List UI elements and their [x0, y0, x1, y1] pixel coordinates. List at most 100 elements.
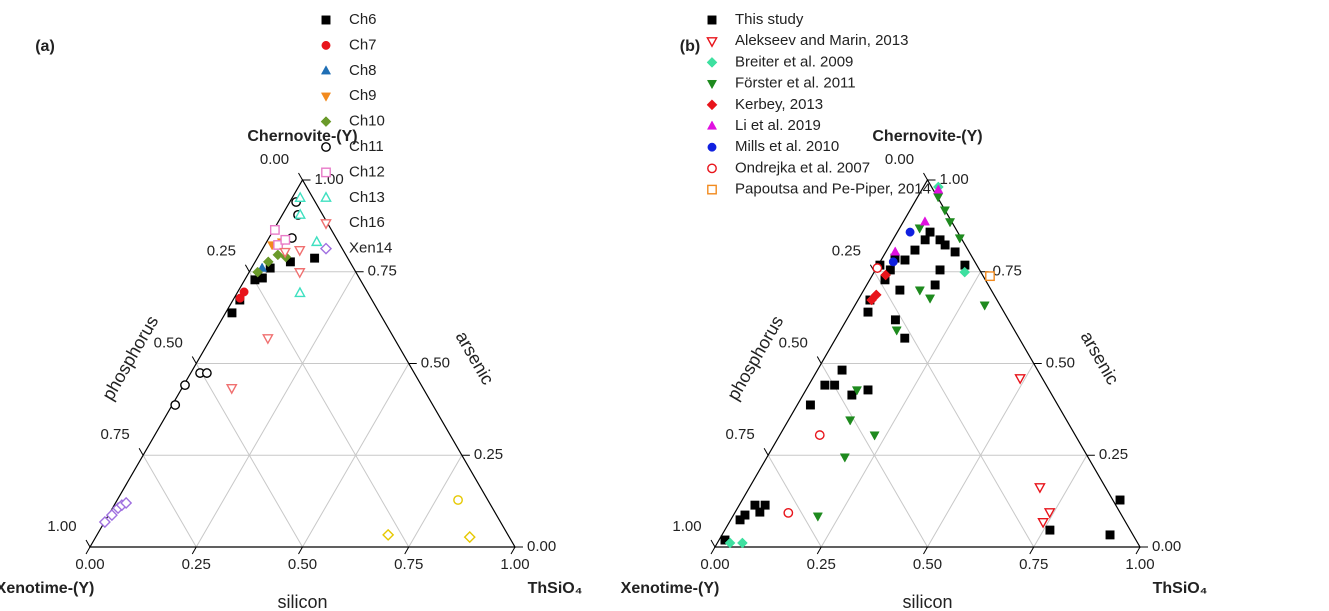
left-tick-label: 0.00: [885, 151, 914, 168]
marker: [735, 515, 745, 525]
legend-label: Kerbey, 2013: [735, 96, 823, 113]
marker: [985, 271, 995, 282]
marker: [885, 265, 895, 275]
marker: [225, 384, 238, 395]
grid-line: [195, 271, 357, 548]
legend-label: Ch16: [349, 214, 385, 231]
marker: [1115, 495, 1125, 505]
grid-line: [1033, 454, 1088, 548]
marker: [272, 249, 284, 261]
legend-label: Alekseev and Marin, 2013: [735, 32, 908, 49]
marker: [959, 266, 971, 278]
marker: [1014, 374, 1026, 385]
legend-label: Xen14: [349, 240, 392, 257]
right-tick-label: 0.00: [1152, 538, 1181, 555]
marker: [262, 334, 274, 345]
marker: [830, 380, 840, 390]
marker: [925, 227, 935, 237]
marker: [239, 287, 249, 297]
legend-label: This study: [735, 11, 804, 28]
x-tick-label: 0.50: [913, 556, 942, 573]
marker: [935, 265, 945, 275]
axis-title: phosphorus: [723, 312, 787, 403]
legend-label: Breiter et al. 2009: [735, 53, 853, 70]
marker: [890, 246, 901, 256]
left-tick-label: 0.25: [832, 243, 861, 260]
marker: [944, 218, 956, 228]
marker: [940, 240, 950, 250]
marker: [257, 273, 267, 283]
marker: [863, 307, 873, 317]
grid-line: [927, 363, 1035, 548]
marker: [935, 235, 945, 245]
tick-mark: [298, 546, 303, 555]
x-tick-label: 1.00: [500, 556, 529, 573]
marker: [724, 537, 736, 549]
tick-mark: [510, 546, 516, 555]
axis-title: arsenic: [452, 328, 498, 388]
panel-label: (b): [680, 38, 700, 55]
apex-label: Chernovite-(Y): [247, 128, 357, 145]
apex-label: Xenotime-(Y): [0, 580, 94, 597]
marker: [914, 224, 925, 234]
marker: [98, 516, 111, 529]
tick-mark: [816, 356, 822, 364]
legend-marker: [706, 79, 718, 90]
marker: [293, 246, 306, 257]
marker: [847, 390, 857, 400]
left-tick-label: 0.00: [260, 151, 289, 168]
marker: [273, 240, 283, 250]
marker: [933, 193, 944, 203]
left-tick-label: 0.25: [207, 243, 236, 260]
legend-label: Förster et al. 2011: [735, 75, 856, 92]
marker: [760, 500, 770, 510]
marker: [805, 400, 815, 410]
legend-marker: [320, 219, 332, 230]
marker: [900, 255, 910, 265]
legend-marker: [706, 99, 718, 111]
marker: [863, 385, 873, 395]
marker: [872, 263, 883, 273]
legend-label: Ch12: [349, 163, 385, 180]
apex-label: Xenotime-(Y): [621, 580, 720, 597]
marker: [294, 191, 306, 203]
marker: [1043, 508, 1056, 519]
tick-mark: [404, 546, 410, 555]
apex-label: ThSiO₄: [1153, 580, 1208, 597]
marker: [845, 416, 856, 426]
marker: [919, 216, 930, 226]
marker: [294, 208, 306, 219]
marker: [227, 308, 237, 318]
legend-marker: [321, 142, 331, 152]
axis-title: phosphorus: [98, 312, 162, 403]
marker: [814, 430, 825, 440]
left-tick-label: 0.75: [101, 426, 130, 443]
axis-title: arsenic: [1077, 328, 1123, 388]
marker: [837, 365, 847, 375]
right-tick-label: 0.75: [368, 263, 397, 280]
grid-line: [248, 271, 410, 548]
marker: [1105, 530, 1115, 540]
grid-line: [408, 454, 463, 548]
left-tick-label: 0.50: [154, 334, 183, 351]
legend-label: Ch6: [349, 11, 377, 28]
right-tick-label: 0.25: [1099, 446, 1128, 463]
tick-mark: [85, 546, 91, 555]
marker: [920, 235, 930, 245]
marker: [293, 268, 306, 279]
legend-label: Mills et al. 2010: [735, 138, 839, 155]
marker: [252, 266, 264, 278]
legend-marker: [321, 40, 331, 50]
tick-mark: [191, 546, 197, 555]
marker: [950, 247, 960, 257]
legend-marker: [706, 57, 718, 68]
right-tick-label: 0.50: [1046, 354, 1075, 371]
grid-line: [873, 271, 1035, 548]
x-tick-label: 0.25: [182, 556, 211, 573]
tick-mark: [244, 264, 250, 272]
marker: [905, 227, 915, 237]
x-tick-label: 1.00: [1125, 556, 1154, 573]
marker: [280, 251, 292, 263]
marker: [891, 326, 902, 336]
